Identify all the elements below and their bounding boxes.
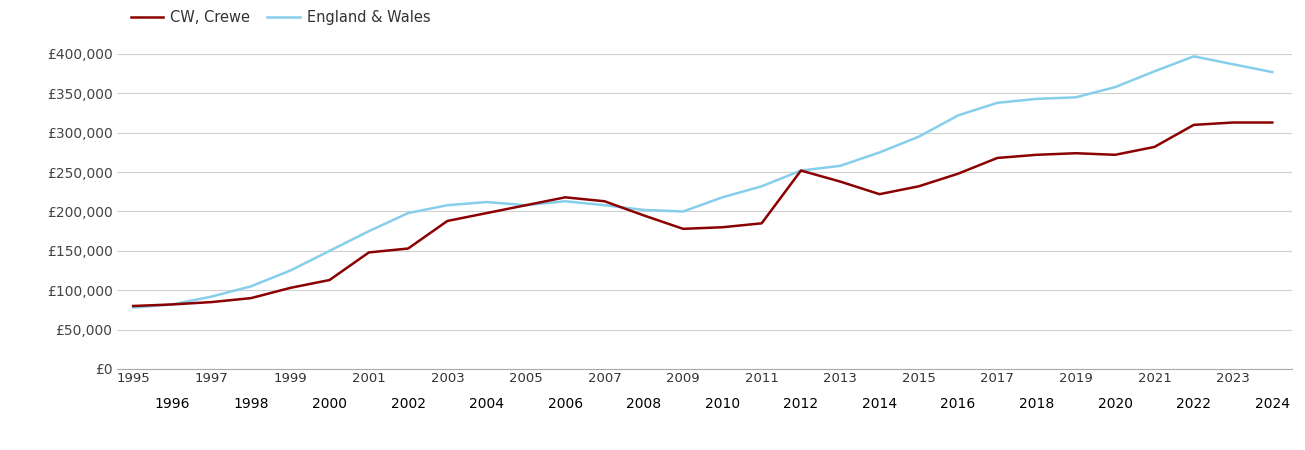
- England & Wales: [596, 202, 612, 208]
- CW, Crewe: [1108, 152, 1124, 158]
- CW, Crewe: [754, 220, 770, 226]
- CW, Crewe: [1028, 152, 1044, 158]
- England & Wales: [675, 209, 690, 214]
- England & Wales: [636, 207, 651, 212]
- England & Wales: [754, 184, 770, 189]
- England & Wales: [282, 268, 298, 273]
- England & Wales: [1108, 84, 1124, 90]
- England & Wales: [243, 284, 258, 289]
- England & Wales: [1265, 69, 1280, 75]
- Line: England & Wales: England & Wales: [133, 56, 1272, 307]
- CW, Crewe: [1265, 120, 1280, 125]
- England & Wales: [322, 248, 338, 253]
- CW, Crewe: [1147, 144, 1163, 149]
- CW, Crewe: [361, 250, 377, 255]
- England & Wales: [1028, 96, 1044, 102]
- CW, Crewe: [793, 168, 809, 173]
- CW, Crewe: [440, 218, 455, 224]
- England & Wales: [125, 305, 141, 310]
- England & Wales: [911, 134, 927, 140]
- CW, Crewe: [125, 303, 141, 309]
- England & Wales: [872, 150, 887, 155]
- CW, Crewe: [1067, 150, 1083, 156]
- England & Wales: [950, 112, 966, 118]
- England & Wales: [479, 199, 495, 205]
- CW, Crewe: [518, 202, 534, 208]
- England & Wales: [833, 163, 848, 168]
- CW, Crewe: [872, 191, 887, 197]
- CW, Crewe: [911, 184, 927, 189]
- England & Wales: [1147, 68, 1163, 74]
- CW, Crewe: [243, 295, 258, 301]
- England & Wales: [164, 302, 180, 307]
- CW, Crewe: [636, 213, 651, 218]
- Line: CW, Crewe: CW, Crewe: [133, 122, 1272, 306]
- CW, Crewe: [950, 171, 966, 176]
- CW, Crewe: [479, 210, 495, 216]
- CW, Crewe: [557, 194, 573, 200]
- England & Wales: [440, 202, 455, 208]
- England & Wales: [401, 210, 416, 216]
- CW, Crewe: [596, 198, 612, 204]
- CW, Crewe: [322, 277, 338, 283]
- CW, Crewe: [715, 225, 731, 230]
- England & Wales: [204, 294, 219, 299]
- CW, Crewe: [1186, 122, 1202, 127]
- CW, Crewe: [401, 246, 416, 251]
- England & Wales: [361, 229, 377, 234]
- CW, Crewe: [675, 226, 690, 231]
- England & Wales: [1067, 94, 1083, 100]
- CW, Crewe: [833, 179, 848, 184]
- England & Wales: [793, 168, 809, 173]
- England & Wales: [557, 198, 573, 204]
- CW, Crewe: [989, 155, 1005, 161]
- England & Wales: [518, 202, 534, 208]
- England & Wales: [989, 100, 1005, 105]
- CW, Crewe: [1225, 120, 1241, 125]
- England & Wales: [1186, 54, 1202, 59]
- CW, Crewe: [282, 285, 298, 291]
- England & Wales: [1225, 62, 1241, 67]
- England & Wales: [715, 194, 731, 200]
- CW, Crewe: [204, 299, 219, 305]
- Legend: CW, Crewe, England & Wales: CW, Crewe, England & Wales: [125, 4, 436, 31]
- CW, Crewe: [164, 302, 180, 307]
